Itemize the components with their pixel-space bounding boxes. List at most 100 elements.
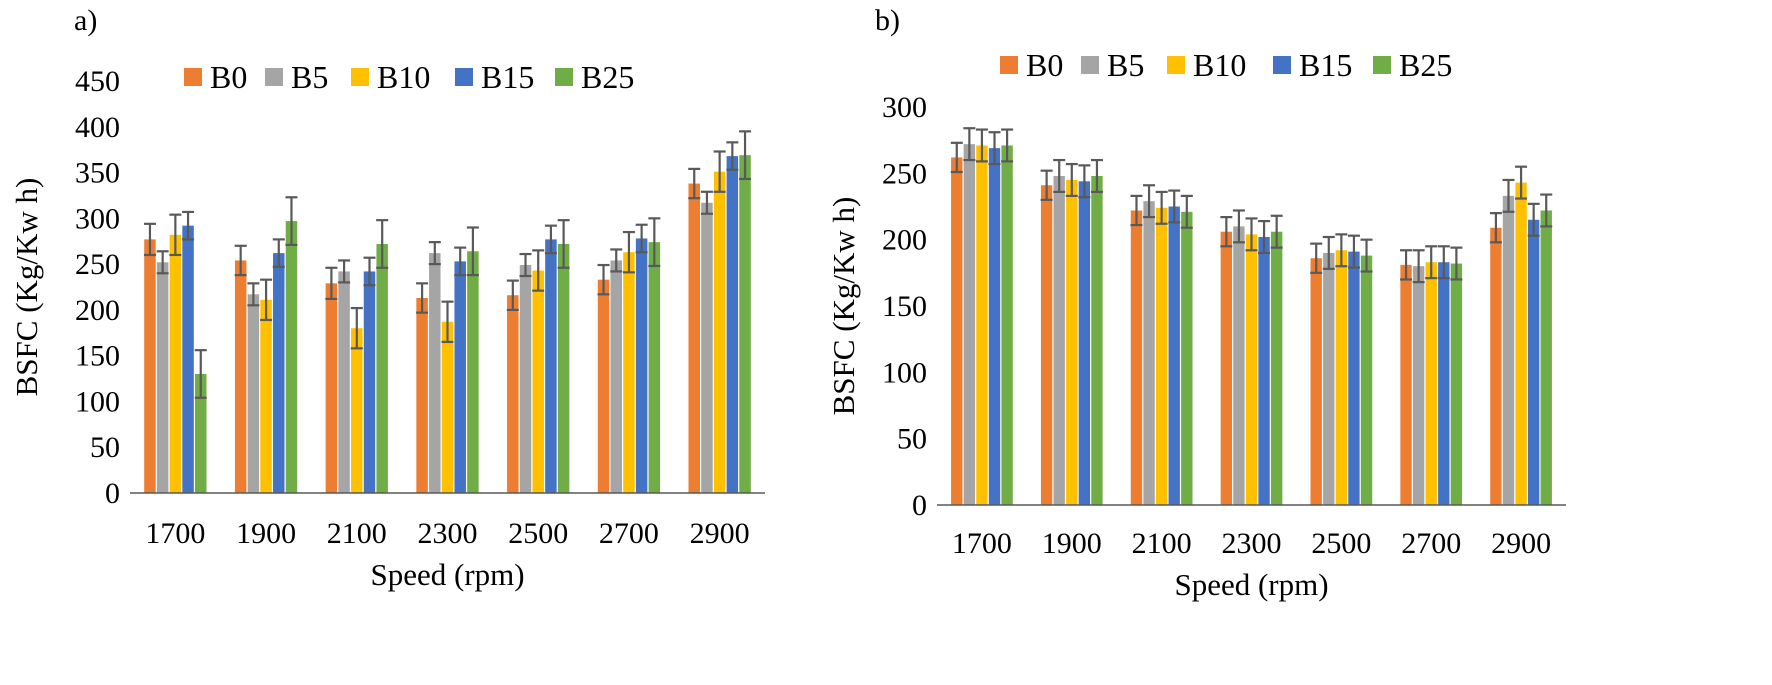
bar-b0-2700 [597,279,610,493]
error-bar-b10-2500 [1335,233,1348,268]
error-bar-b0-2300 [1220,216,1233,248]
error-bar-b15-2100 [363,256,376,287]
error-bar-b10-2100 [1155,190,1168,225]
legend-label-b10: B10 [1193,47,1246,83]
error-bar-b5-1700 [156,250,169,275]
error-bar-b25-1900 [1090,158,1103,194]
x-tick-label: 2700 [1401,527,1461,560]
error-bar-b5-2300 [428,241,441,266]
error-bar-b10-1700 [169,213,182,257]
error-bar-b0-2700 [1400,249,1413,281]
y-tick-label: 300 [75,202,120,235]
y-tick-label: 250 [75,248,120,281]
bar-b25-2300 [467,251,479,493]
x-tick-label: 2100 [1132,527,1192,560]
error-bar-b5-2900 [1502,178,1515,213]
bar-b25-2700 [648,242,661,493]
bar-b0-2100 [1130,210,1143,506]
panel-label: b) [875,4,900,37]
error-bar-b5-1900 [247,282,260,307]
bar-b25-1700 [195,373,207,493]
bar-b0-2300 [416,297,428,493]
error-bar-b5-2700 [1412,249,1425,284]
bar-b25-2300 [1270,231,1283,505]
y-tick-label: 150 [75,340,120,373]
bar-b5-2100 [1143,201,1155,505]
legend-label-b5: B5 [1107,47,1144,83]
error-bar-b5-2900 [700,190,713,215]
legend: B0 B5 B10 B15 B25 [1000,47,1452,83]
legend-label-b0: B0 [210,59,247,95]
error-bar-b0-1900 [234,244,247,277]
y-tick-label: 0 [912,489,927,522]
x-tick-label: 2500 [1311,527,1371,560]
legend-label-b10: B10 [377,59,430,95]
bar-b25-2900 [739,155,751,493]
legend-label-b25: B25 [581,59,634,95]
error-bar-b15-2500 [1347,234,1360,269]
error-bar-b15-2900 [1527,202,1540,237]
error-bar-b25-2900 [1540,193,1553,228]
bar-b10-2900 [1515,182,1527,505]
bar-b15-2700 [635,238,648,493]
panel-label: a) [74,4,97,37]
error-bar-b10-2100 [350,306,363,350]
bar-b10-1900 [1066,179,1078,505]
bar-b15-2100 [1168,206,1180,505]
bar-b15-1900 [273,253,285,493]
legend-swatch-b25 [1373,56,1391,74]
bar-b5-2500 [519,265,532,493]
error-bar-b10-2300 [441,300,454,344]
bar-b0-1700 [144,239,156,493]
legend-swatch-b5 [1081,56,1099,74]
bar-b25-2500 [557,243,570,493]
y-tick-label: 200 [75,294,120,327]
x-tick-label: 1700 [145,517,205,550]
x-axis-title: Speed (rpm) [1174,567,1328,602]
error-bar-b5-1700 [963,127,976,162]
bar-b15-2500 [545,239,557,493]
bar-b0-2500 [507,295,519,493]
chart-panel-a: a) 0 50 100 150 200 250 300 350 400 450 BSFC (Kg/Kw… [9,4,765,592]
x-tick-label: 2500 [508,517,568,550]
legend-swatch-b25 [555,68,573,86]
bar-b5-1900 [1053,175,1065,505]
legend-swatch-b10 [351,68,369,86]
bar-b10-2700 [1425,262,1437,505]
x-tick-label: 2700 [599,517,659,550]
bar-b10-2900 [713,171,726,493]
bar-b5-2700 [1412,266,1425,505]
error-bar-b25-1700 [194,349,207,399]
y-axis-title: BSFC (Kg/Kw h) [826,197,861,416]
error-bar-b5-2500 [1322,235,1335,270]
y-tick-label: 400 [75,111,120,144]
x-tick-label: 1900 [1042,527,1102,560]
error-bar-b5-2700 [610,248,623,273]
bar-b10-2300 [441,321,454,493]
error-bar-b25-2300 [466,226,479,277]
error-bar-b15-1700 [988,131,1001,166]
x-axis-title: Speed (rpm) [370,557,524,592]
error-bar-b25-2900 [739,130,752,181]
bar-b5-2500 [1323,252,1335,505]
bar-b5-2100 [338,271,350,493]
legend-swatch-b0 [1000,56,1018,74]
bar-b10-2100 [1155,207,1168,505]
bar-b0-2500 [1310,258,1322,505]
error-bar-b25-2100 [376,219,389,269]
bar-b10-2700 [623,252,635,493]
error-bar-b25-2700 [648,217,661,268]
bar-b5-1700 [156,262,169,493]
x-tick-label: 2300 [418,517,478,550]
bar-b15-1700 [182,225,194,493]
y-axis-title: BSFC (Kg/Kw h) [9,178,44,397]
bar-b10-1700 [169,234,182,493]
y-tick-label: 50 [90,431,120,464]
bar-b25-2100 [376,243,388,493]
error-bar-b0-2900 [688,167,701,200]
error-bar-b10-2700 [622,230,635,274]
bar-b15-2100 [363,271,376,493]
bar-b0-1700 [951,157,963,505]
bar-b15-2300 [454,261,466,493]
